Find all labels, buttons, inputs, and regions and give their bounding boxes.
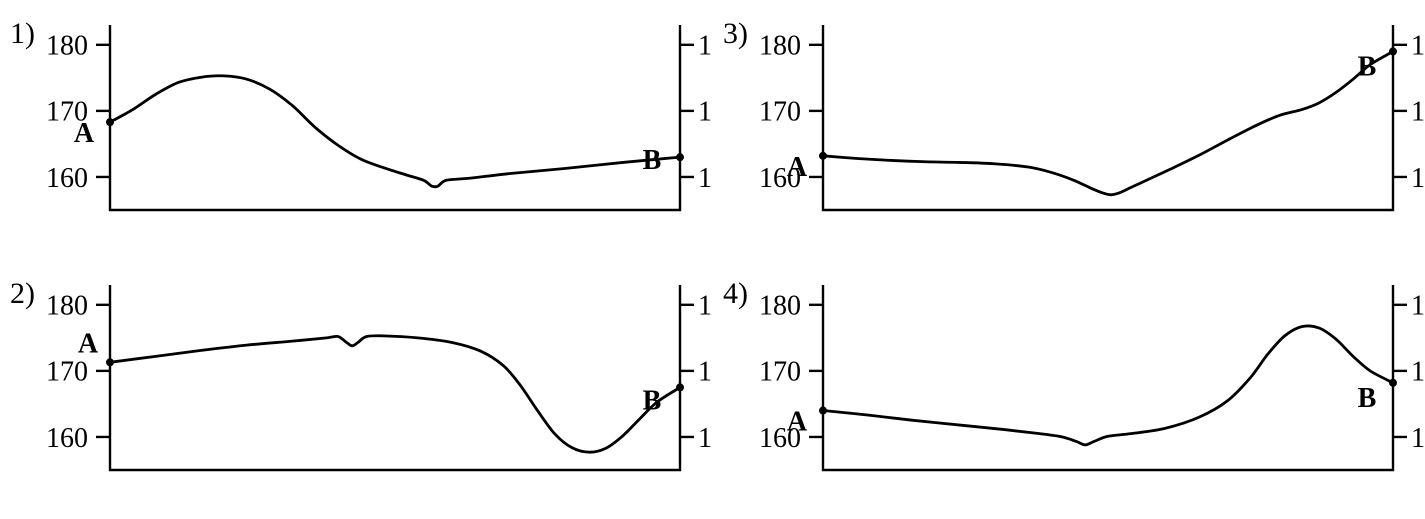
- endpoint-B: [1389, 378, 1397, 386]
- endpoint-B: [1389, 47, 1397, 55]
- ytick-label-right: 170: [1411, 97, 1425, 128]
- endpoint-label-B: B: [643, 385, 662, 416]
- ytick-label-left: 160: [46, 163, 88, 194]
- ytick-label-right: 180: [1411, 290, 1425, 321]
- profile-curve: [110, 335, 680, 451]
- axis-frame: [823, 25, 1393, 210]
- profile-curve: [823, 325, 1393, 444]
- ytick-label-right: 160: [698, 422, 713, 453]
- axis-frame: [823, 285, 1393, 470]
- profile-curve: [110, 76, 680, 187]
- endpoint-label-B: B: [1357, 51, 1376, 82]
- endpoint-label-B: B: [643, 145, 662, 176]
- profile-panel-4: 160160170170180180AB4): [713, 260, 1425, 519]
- ytick-label-right: 170: [1411, 356, 1425, 387]
- profile-panel-3: 160160170170180180AB3): [713, 0, 1425, 260]
- ytick-label-right: 170: [698, 97, 713, 128]
- profile-curve: [823, 51, 1393, 194]
- ytick-label-left: 180: [46, 31, 88, 62]
- grid-cell: 160 160 170 170 180 180 A B 2): [0, 260, 713, 519]
- endpoint-B: [676, 383, 684, 391]
- ytick-label-right: 180: [1411, 31, 1425, 62]
- endpoint-A: [106, 358, 114, 366]
- panel-grid: 160 160 170 170 180 180 A B 1) 160 160 170 170 180 180…: [0, 0, 1425, 519]
- ytick-label-right: 160: [1411, 163, 1425, 194]
- endpoint-A: [819, 152, 827, 160]
- panel-index-label: 1): [10, 17, 35, 50]
- endpoint-B: [676, 153, 684, 161]
- endpoint-label-A: A: [786, 152, 807, 183]
- ytick-label-left: 170: [759, 97, 801, 128]
- ytick-label-left: 170: [46, 356, 88, 387]
- panel-index-label: 3): [723, 17, 748, 50]
- ytick-label-left: 180: [759, 290, 801, 321]
- ytick-label-right: 160: [1411, 422, 1425, 453]
- ytick-label-right: 180: [698, 290, 713, 321]
- grid-cell: 160160170170180180AB4): [713, 260, 1425, 519]
- axis-frame: [110, 285, 680, 470]
- profile-panel-2: 160 160 170 170 180 180 A B 2): [0, 260, 713, 519]
- endpoint-label-A: A: [786, 406, 807, 437]
- profile-panel-1: 160160170170180180AB1): [0, 0, 713, 260]
- grid-cell: 160160170170180180AB1): [0, 0, 713, 260]
- panel-index-label: 4): [723, 277, 748, 310]
- panel-index-label: 2): [10, 277, 35, 310]
- axis-frame: [110, 25, 680, 210]
- endpoint-label-B: B: [1357, 382, 1376, 413]
- endpoint-label-A: A: [74, 118, 95, 149]
- ytick-label-left: 180: [759, 31, 801, 62]
- ytick-label-right: 170: [698, 356, 713, 387]
- ytick-label-left: 160: [46, 422, 88, 453]
- grid-cell: 160160170170180180AB3): [713, 0, 1425, 260]
- endpoint-label-A: A: [78, 328, 99, 359]
- ytick-label-left: 180: [46, 290, 88, 321]
- ytick-label-right: 180: [698, 31, 713, 62]
- ytick-label-left: 170: [759, 356, 801, 387]
- endpoint-A: [106, 118, 114, 126]
- endpoint-A: [819, 406, 827, 414]
- ytick-label-right: 160: [698, 163, 713, 194]
